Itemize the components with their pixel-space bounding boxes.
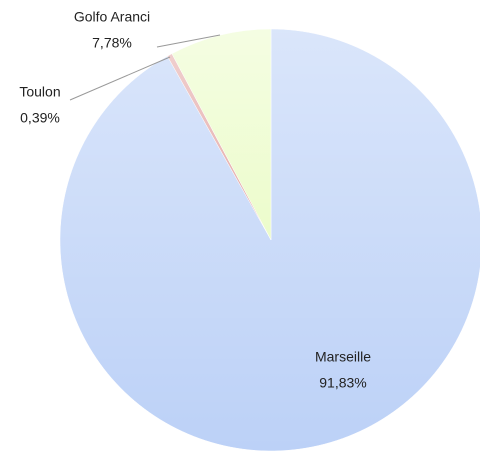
slice-value-label: 7,78% bbox=[92, 35, 132, 51]
slice-value-label: 0,39% bbox=[20, 110, 60, 126]
slice-label: Toulon bbox=[19, 84, 60, 100]
leader-line bbox=[156, 34, 221, 48]
leader-line bbox=[69, 56, 171, 101]
slice-value-label: 91,83% bbox=[319, 375, 366, 391]
slice-label: Marseille bbox=[315, 349, 371, 365]
slice-label: Golfo Aranci bbox=[74, 9, 150, 25]
